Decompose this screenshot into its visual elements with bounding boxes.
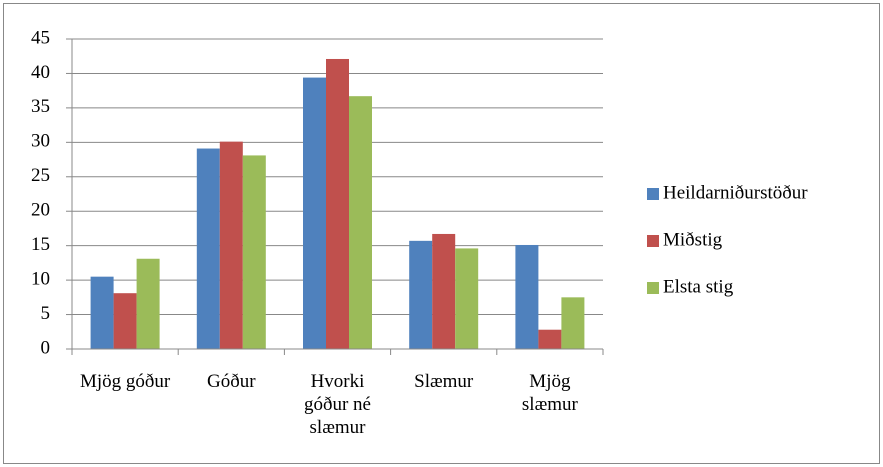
bar: [409, 240, 433, 349]
x-tick-label: Mjög slæmur: [521, 371, 578, 415]
bar: [455, 248, 479, 349]
legend-swatch: [647, 235, 659, 247]
bar: [515, 244, 539, 349]
y-tick-label: 5: [41, 303, 51, 324]
y-tick-label: 10: [31, 268, 50, 289]
bar: [113, 293, 137, 349]
y-tick-label: 35: [31, 96, 50, 117]
y-tick-label: 25: [31, 165, 50, 186]
bar: [219, 141, 243, 349]
y-tick-label: 15: [31, 234, 50, 255]
bar: [561, 297, 585, 349]
legend-swatch: [647, 188, 659, 200]
y-tick-label: 30: [31, 131, 50, 152]
bar: [432, 233, 456, 349]
bar: [349, 96, 372, 349]
bar: [326, 58, 349, 349]
bar: [303, 77, 326, 350]
legend-label: Elsta stig: [663, 276, 734, 297]
y-tick-label: 0: [41, 337, 51, 358]
legend-swatch: [647, 282, 659, 294]
x-tick-label: Hvorki góður né slæmur: [303, 371, 371, 438]
y-tick-label: 45: [31, 27, 50, 48]
bar: [90, 276, 114, 349]
bar: [538, 329, 562, 349]
chart-border: [3, 3, 880, 464]
legend-label: Heildarniðurstöður: [663, 182, 808, 203]
x-tick-label: Góður: [207, 371, 256, 392]
x-tick-label: Slæmur: [414, 371, 474, 392]
x-tick-label: Mjög góður: [79, 371, 171, 392]
bar: [136, 258, 160, 349]
legend-label: Miðstig: [663, 229, 723, 250]
y-tick-label: 40: [31, 62, 50, 83]
bar: [196, 148, 220, 349]
y-tick-label: 20: [31, 200, 50, 221]
bar: [242, 155, 266, 349]
